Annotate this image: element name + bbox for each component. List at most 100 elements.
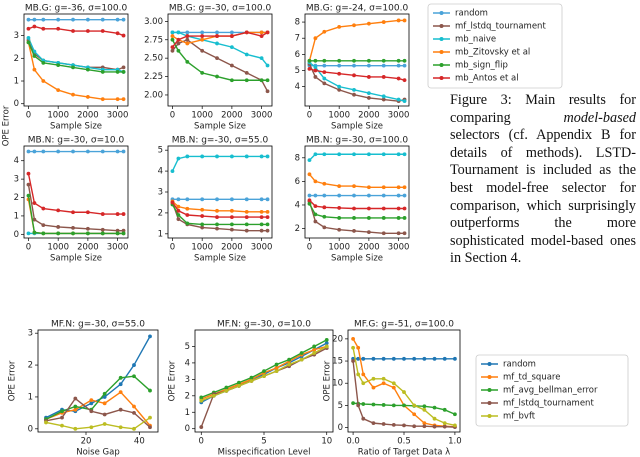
data-point (244, 52, 249, 57)
data-point (366, 63, 371, 68)
data-point (322, 152, 327, 157)
data-point (176, 41, 181, 46)
data-point (26, 182, 31, 187)
legend-marker (439, 76, 444, 80)
data-point (211, 393, 216, 398)
x-tick-label: 0.0 (346, 437, 360, 447)
data-point (259, 197, 264, 202)
data-point (351, 336, 355, 341)
data-point (371, 356, 376, 361)
data-point (215, 30, 219, 35)
data-point (265, 30, 270, 35)
data-point (185, 41, 190, 46)
y-tick-label: 2 (185, 391, 190, 401)
chart-title: MB.N: g=-30, σ=100.0 (306, 136, 408, 146)
data-point (337, 227, 342, 232)
data-point (381, 356, 386, 361)
x-tick-label: 40 (134, 437, 145, 447)
data-point (71, 17, 75, 22)
data-point (73, 404, 78, 409)
data-point (442, 424, 447, 429)
caption-emphasis: model-based (563, 109, 637, 126)
data-point (391, 423, 396, 427)
data-point (132, 410, 136, 415)
data-point (229, 45, 234, 50)
y-tick-label: 2 (158, 208, 163, 218)
y-tick-label: 4 (295, 200, 300, 210)
data-point (73, 396, 78, 401)
data-point (352, 87, 356, 92)
data-point (85, 149, 90, 154)
data-point (381, 216, 386, 220)
plot-frame (167, 13, 273, 107)
legend-label: mf_td_square (503, 373, 560, 383)
data-point (200, 70, 205, 75)
y-tick-label: 3 (158, 188, 163, 198)
y-tick-label: 2 (295, 224, 300, 234)
legend-label: mb_sign_flip (455, 61, 508, 71)
data-point (85, 210, 90, 215)
data-point (71, 231, 75, 236)
data-point (56, 231, 61, 236)
data-point (366, 230, 371, 235)
y-tick-label: 1 (28, 392, 33, 402)
data-point (121, 149, 126, 154)
y-tick-label: 0 (14, 99, 19, 109)
x-tick-label: 2000 (221, 111, 243, 121)
data-point (100, 231, 105, 236)
legend-marker (439, 24, 444, 28)
data-point (85, 29, 90, 33)
data-point (361, 416, 366, 421)
data-point (396, 231, 401, 236)
data-point (200, 48, 205, 53)
y-tick-label: 0 (14, 230, 19, 240)
chart-title: MB.N: g=-30, σ=10.0 (28, 136, 125, 146)
data-point (432, 424, 437, 429)
x-tick-label: 1000 (328, 243, 350, 253)
data-point (102, 412, 107, 417)
data-point (351, 359, 355, 363)
x-axis-label: Ratio of Target Data λ (358, 448, 450, 457)
data-point (199, 395, 204, 400)
data-point (412, 403, 417, 408)
data-point (259, 209, 264, 214)
data-point (381, 63, 386, 68)
data-point (371, 376, 376, 381)
data-point (361, 356, 366, 361)
legend-label: mf_bvft (503, 412, 536, 422)
data-point (307, 201, 312, 206)
data-point (244, 228, 249, 233)
y-tick-label: 3 (28, 329, 33, 339)
data-point (352, 152, 356, 157)
x-tick-label: 1000 (191, 111, 213, 121)
data-point (337, 152, 342, 157)
data-point (402, 185, 407, 190)
data-point (402, 193, 407, 198)
data-point (265, 78, 270, 83)
data-point (185, 37, 190, 42)
data-point (41, 26, 46, 31)
data-point (229, 208, 234, 213)
series-line (45, 375, 151, 420)
data-point (170, 200, 175, 205)
data-point (312, 351, 317, 355)
plot-frame (37, 329, 159, 433)
x-tick-label: 3000 (251, 243, 273, 253)
x-tick-label: 0 (170, 243, 175, 253)
legend-frame (475, 354, 629, 427)
data-point (199, 398, 204, 403)
data-point (41, 223, 46, 228)
data-point (432, 356, 437, 361)
series-line (201, 339, 328, 399)
x-axis-label: Sample Size (194, 254, 246, 264)
data-point (56, 149, 61, 154)
data-point (337, 58, 342, 63)
data-point (287, 362, 291, 367)
data-point (412, 356, 417, 361)
data-point (115, 231, 120, 236)
data-point (352, 216, 356, 220)
y-tick-label: 10 (332, 379, 343, 389)
data-point (366, 152, 371, 157)
y-tick-label: 6 (295, 177, 300, 187)
y-tick-label: 0 (338, 423, 343, 433)
